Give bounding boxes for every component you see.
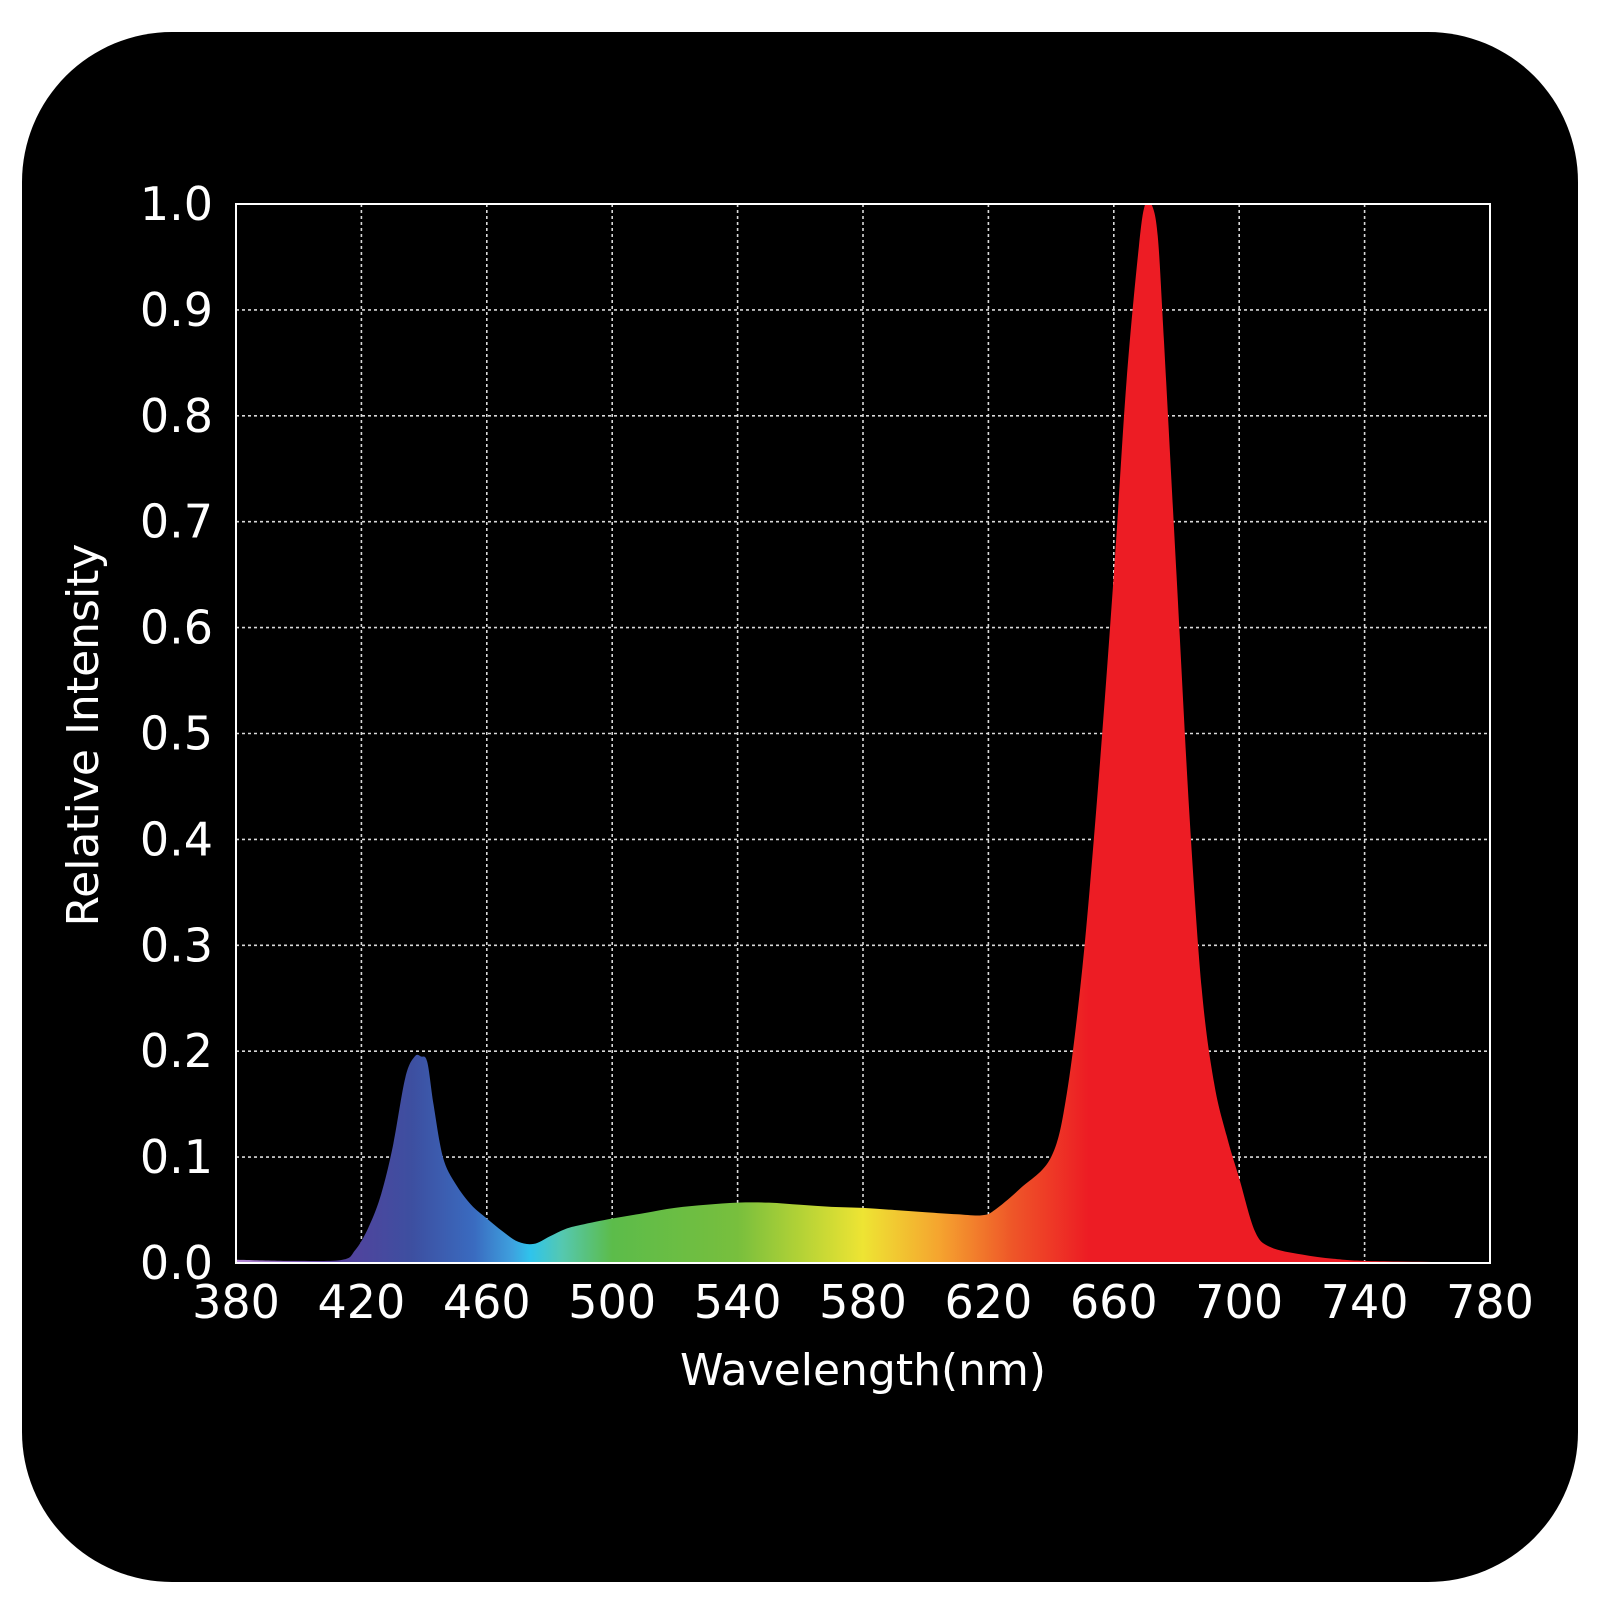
- grid: [236, 204, 1490, 1263]
- spectrum-area: [236, 204, 1490, 1263]
- x-tick-label: 540: [694, 1275, 782, 1329]
- y-tick-label: 0.1: [140, 1130, 213, 1184]
- y-axis-ticks: 0.0 0.1 0.2 0.3 0.4 0.5 0.6 0.7 0.8 0.9 1.0: [140, 177, 213, 1290]
- x-axis-title: Wavelength(nm): [680, 1345, 1046, 1396]
- x-tick-label: 700: [1195, 1275, 1283, 1329]
- x-tick-label: 740: [1321, 1275, 1409, 1329]
- x-tick-label: 780: [1446, 1275, 1534, 1329]
- x-tick-label: 580: [819, 1275, 907, 1329]
- y-tick-label: 1.0: [140, 177, 213, 231]
- y-tick-label: 0.8: [140, 389, 213, 443]
- y-tick-label: 0.0: [140, 1236, 213, 1290]
- y-tick-label: 0.2: [140, 1024, 213, 1078]
- x-tick-label: 660: [1070, 1275, 1158, 1329]
- y-tick-label: 0.5: [140, 707, 213, 761]
- y-tick-label: 0.3: [140, 918, 213, 972]
- y-tick-label: 0.9: [140, 283, 213, 337]
- x-axis-ticks: 380 420 460 500 540 580 620 660 700 740 780: [192, 1275, 1534, 1329]
- y-tick-label: 0.4: [140, 812, 213, 866]
- chart-card: [22, 32, 1578, 1582]
- plot-frame: [235, 203, 1491, 1264]
- x-tick-label: 500: [568, 1275, 656, 1329]
- x-tick-label: 380: [192, 1275, 280, 1329]
- y-tick-label: 0.7: [140, 495, 213, 549]
- x-tick-label: 420: [317, 1275, 405, 1329]
- x-tick-label: 460: [443, 1275, 531, 1329]
- x-tick-label: 620: [944, 1275, 1032, 1329]
- y-axis-title: Relative Intensity: [58, 544, 109, 927]
- y-tick-label: 0.6: [140, 601, 213, 655]
